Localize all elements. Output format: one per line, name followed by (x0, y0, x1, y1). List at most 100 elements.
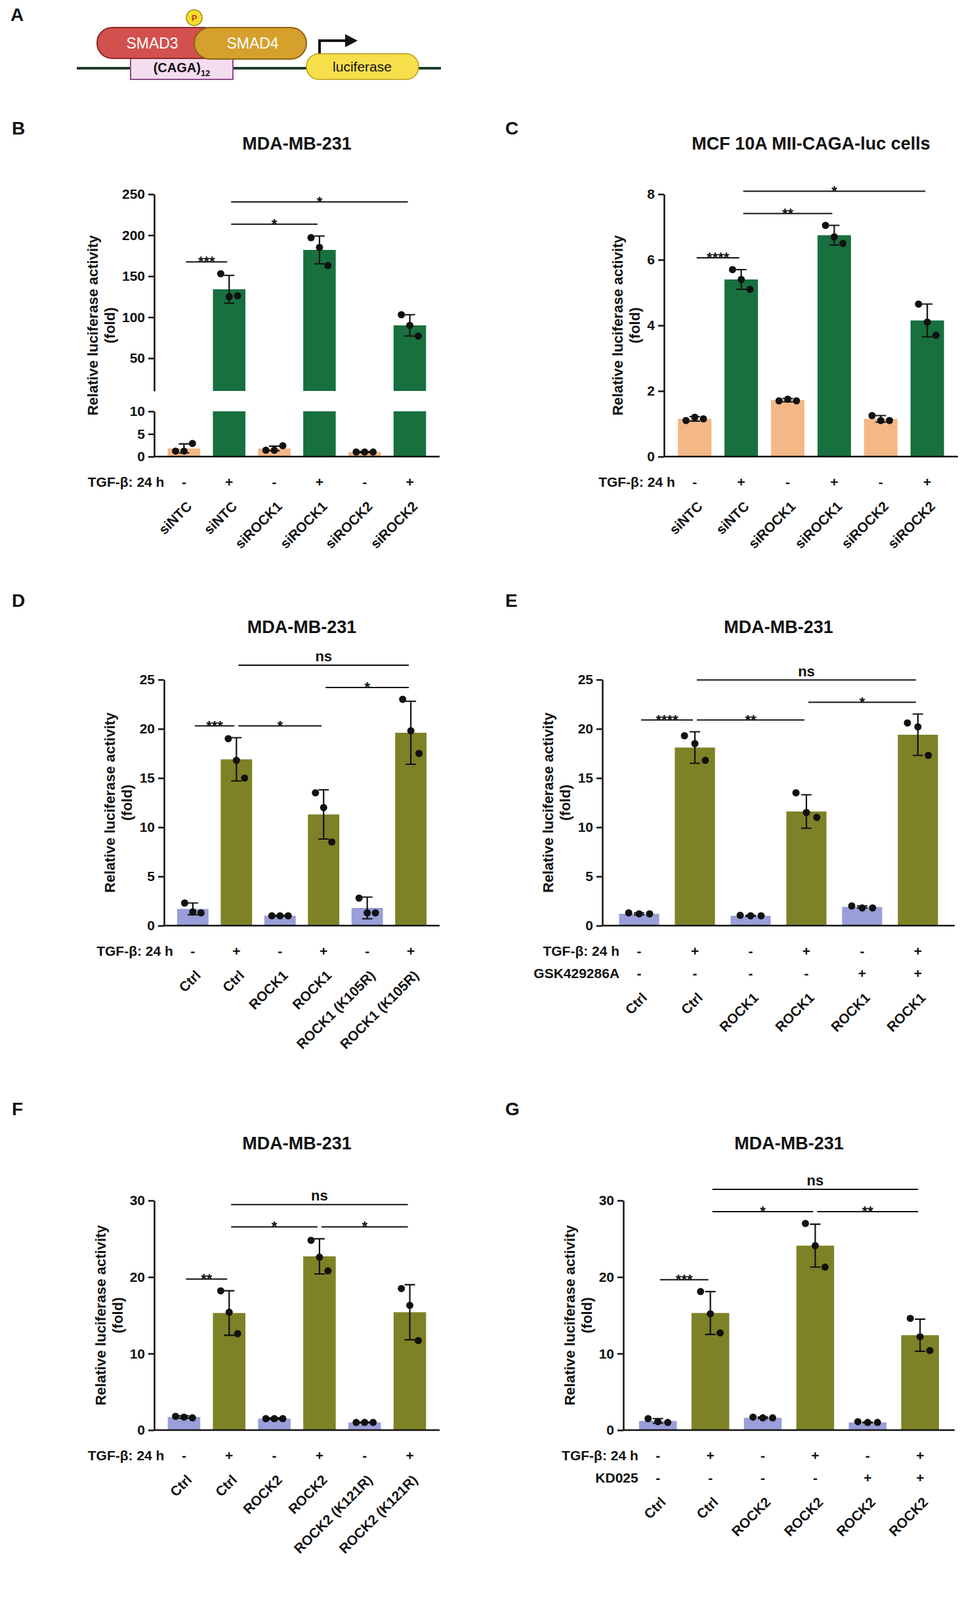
category-label: Ctrl (219, 967, 248, 996)
tick-mark (596, 875, 603, 878)
significance-label: ns (797, 663, 815, 680)
bar (212, 411, 246, 457)
x-axis-line (154, 1429, 440, 1432)
panel-letter: A (10, 4, 24, 25)
bar (817, 235, 852, 458)
data-point (644, 1415, 652, 1423)
arrow-head (345, 34, 358, 48)
panel: DMDA-MB-2310510152025Relative luciferase… (11, 590, 440, 1052)
tick-mark (596, 925, 603, 928)
title: MDA-MB-231 (247, 617, 357, 638)
category-label: ROCK1 (246, 967, 291, 1013)
data-point (904, 719, 912, 728)
significance-label: *** (206, 717, 224, 735)
tick-mark (158, 875, 165, 878)
row-value: - (760, 1448, 766, 1464)
tick: 10 (599, 1346, 624, 1362)
error-bar (223, 1291, 235, 1336)
row-value: + (737, 474, 746, 490)
tick-mark (658, 259, 665, 262)
tick-mark (148, 275, 155, 278)
category-label: ROCK1 (K105R) (337, 967, 422, 1052)
data-point (645, 910, 653, 918)
data-point (324, 1267, 332, 1275)
data-point (360, 448, 369, 457)
panel-letter: D (11, 590, 25, 611)
data-point (225, 293, 233, 301)
row-value: + (914, 943, 922, 959)
y-axis: 0102030 (599, 1192, 624, 1438)
row-label: TGF-β: 24 h (96, 943, 174, 959)
data-point (747, 912, 755, 920)
data-point (625, 909, 633, 917)
tick-mark (596, 679, 603, 682)
tick-label: 30 (599, 1192, 615, 1208)
error-bar (314, 236, 325, 265)
category-label: siNTC (713, 498, 752, 538)
data-point (914, 723, 922, 731)
category-label: siROCK2 (838, 498, 892, 552)
row-value: - (812, 1470, 818, 1486)
panel-letter: E (505, 590, 518, 611)
data-point (270, 446, 279, 455)
tick-label: 5 (585, 868, 594, 884)
tick: 100 (122, 309, 155, 325)
tick-label: 30 (129, 1192, 146, 1208)
row-label: TGF-β: 24 h (561, 1448, 639, 1464)
data-point (188, 908, 197, 916)
data-point (759, 1414, 767, 1422)
category-label: ROCK2 (780, 1494, 826, 1540)
tick-mark (158, 826, 165, 829)
data-point (792, 397, 800, 405)
row-value: - (748, 943, 754, 959)
caga-box (130, 56, 233, 80)
significance-bracket (230, 1204, 408, 1206)
data-point (746, 286, 754, 294)
tick: 6 (646, 251, 665, 268)
tick-mark (158, 679, 165, 682)
data-point (848, 902, 856, 911)
error-bar (405, 701, 416, 765)
significance-label: * (271, 215, 278, 233)
tick: 30 (129, 1192, 155, 1208)
category-label: Ctrl (175, 967, 204, 996)
significance-bracket (238, 664, 409, 666)
data-point (873, 1419, 882, 1427)
data-point (217, 270, 225, 278)
plot-area (177, 696, 427, 927)
data-point (877, 417, 885, 425)
smad4-label: SMAD4 (226, 34, 279, 52)
tick-mark (148, 234, 155, 237)
tick-mark (617, 1429, 624, 1432)
category-label: ROCK1 (716, 990, 762, 1035)
error-bar (318, 789, 329, 840)
tick: 0 (146, 917, 165, 934)
tick-mark (658, 193, 665, 196)
tick: 25 (139, 671, 165, 687)
x-axis-line (664, 456, 958, 458)
y-axis-line (153, 194, 156, 392)
row-value: + (406, 943, 415, 959)
tick-label: 25 (578, 671, 594, 687)
data-point (324, 261, 332, 270)
bar (796, 1246, 835, 1431)
data-point (924, 751, 932, 760)
tick-label: 15 (578, 770, 594, 786)
caga-label: (CAGA)12 (153, 60, 211, 79)
data-point (858, 904, 866, 913)
bar (212, 289, 246, 392)
tick-label: 100 (122, 309, 146, 325)
data-point (406, 322, 414, 330)
significance-bracket (696, 679, 916, 682)
tick: 10 (578, 819, 603, 835)
data-point (369, 448, 377, 457)
category-label: ROCK2 (833, 1494, 878, 1540)
row-value: + (923, 474, 932, 490)
tick-label: 6 (646, 251, 655, 268)
tick-mark (596, 728, 603, 731)
row-label: TGF-β: 24 h (598, 474, 676, 490)
data-point (885, 417, 894, 425)
tick: 0 (137, 448, 155, 464)
panel: GMDA-MB-2310102030Relative luciferase ac… (505, 1099, 955, 1540)
category-label: siROCK1 (791, 498, 846, 552)
